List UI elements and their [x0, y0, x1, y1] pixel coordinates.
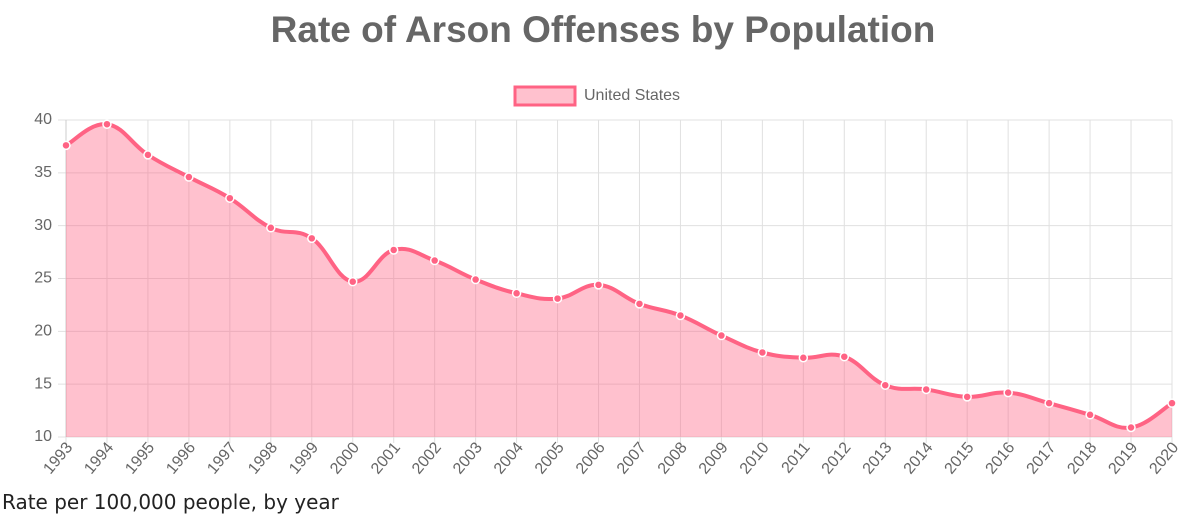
y-tick-label: 20 — [34, 323, 52, 340]
x-tick-label: 2019 — [1105, 439, 1141, 477]
y-tick-label: 40 — [34, 111, 52, 128]
x-tick-label: 2014 — [901, 439, 937, 477]
point — [1044, 398, 1054, 408]
x-tick-label: 1997 — [204, 439, 240, 477]
point — [266, 223, 276, 233]
x-tick-label: 2008 — [655, 439, 691, 477]
point — [1085, 410, 1095, 420]
point — [921, 384, 931, 395]
x-tick-label: 2006 — [573, 439, 609, 477]
point — [143, 150, 153, 160]
point — [307, 233, 317, 244]
y-tick-label: 30 — [34, 217, 52, 234]
point — [757, 347, 768, 358]
point — [552, 293, 563, 304]
x-tick-label: 2015 — [942, 439, 978, 477]
x-tick-label: 2001 — [368, 439, 404, 477]
point — [634, 299, 645, 309]
x-tick-label: 1998 — [245, 439, 281, 477]
x-tick-label: 2017 — [1024, 439, 1060, 477]
x-tick-label: 2012 — [819, 439, 855, 477]
point — [716, 330, 727, 341]
x-tick-label: 2002 — [409, 439, 445, 477]
point — [225, 193, 235, 203]
point — [470, 274, 481, 285]
point — [184, 172, 194, 182]
line — [64, 122, 1174, 430]
x-tick-label: 2004 — [491, 439, 527, 477]
point — [511, 288, 522, 299]
point — [388, 245, 399, 255]
point — [675, 310, 686, 321]
point — [1003, 387, 1013, 398]
x-tick-label: 2020 — [1146, 439, 1182, 477]
x-tick-label: 2010 — [737, 439, 773, 477]
x-tick-label: 2003 — [450, 439, 486, 477]
y-tick-label: 15 — [34, 375, 52, 392]
x-tick-label: 2011 — [778, 439, 813, 476]
point — [839, 351, 850, 362]
x-tick-label: 2009 — [696, 439, 732, 477]
point — [102, 119, 112, 129]
y-tick-label: 25 — [34, 270, 52, 287]
point — [798, 353, 809, 363]
point — [593, 280, 604, 290]
point — [347, 276, 358, 287]
x-tick-label: 1994 — [81, 439, 117, 477]
x-tick-label: 1996 — [163, 439, 199, 477]
legend-swatch — [513, 85, 577, 107]
x-tick-label: 2000 — [327, 439, 363, 477]
x-tick-label: 2016 — [983, 439, 1019, 477]
caption: Rate per 100,000 people, by year — [2, 490, 339, 514]
point — [61, 140, 71, 151]
area — [66, 124, 1172, 437]
legend-label: United States — [584, 87, 680, 104]
x-tick-label: 1999 — [286, 439, 322, 477]
point — [962, 392, 972, 402]
point — [429, 255, 440, 266]
point — [880, 380, 891, 390]
x-tick-label: 2007 — [614, 439, 650, 477]
y-tick-label: 35 — [34, 164, 52, 181]
x-tick-label: 2018 — [1064, 439, 1100, 477]
point — [1167, 398, 1177, 408]
x-tick-label: 2013 — [860, 439, 896, 477]
y-tick-label: 10 — [34, 428, 52, 445]
chart-title: Rate of Arson Offenses by Population — [271, 9, 936, 50]
point — [1126, 422, 1136, 433]
x-tick-label: 2005 — [532, 439, 568, 477]
x-tick-label: 1995 — [122, 439, 158, 477]
